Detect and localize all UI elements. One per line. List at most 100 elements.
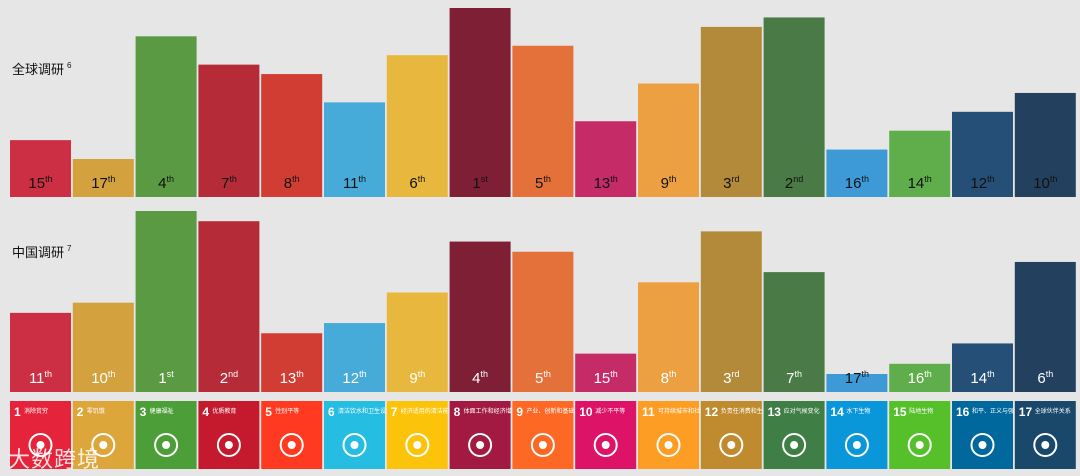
bar-goal-14 xyxy=(826,374,888,392)
sdg-icon-number: 4 xyxy=(202,405,209,419)
china-survey-panel: 中国调研 7 11th 10th 1st 2nd 13th 12th 9th 4th 5th 15t… xyxy=(10,211,1076,392)
china-survey-label: 中国调研 7 xyxy=(12,244,72,260)
bar-goal-11 xyxy=(638,282,699,392)
sdg-pictogram-icon xyxy=(593,433,618,457)
bar-goal-5 xyxy=(261,333,323,392)
rank-label: 17th xyxy=(91,174,115,192)
bar-goal-13 xyxy=(763,17,825,197)
sdg-pictogram-dot xyxy=(978,441,987,449)
rank-label: 15th xyxy=(28,174,52,192)
sdg-pictogram-icon xyxy=(844,433,869,457)
bar-goal-15 xyxy=(889,130,951,197)
rank-label: 14th xyxy=(908,174,932,192)
bar-goal-8 xyxy=(449,8,511,197)
rank-label: 4th xyxy=(472,369,488,387)
rank-label: 9th xyxy=(661,174,677,192)
sdg-icon-number: 2 xyxy=(77,405,84,419)
sdg-pictogram-dot xyxy=(476,441,485,449)
rank-label: 12th xyxy=(342,369,366,387)
sdg-icon-number: 9 xyxy=(516,405,523,419)
sdg-icon-8: 8 体面工作和经济增长 xyxy=(449,401,518,469)
sdg-icon-caption: 陆地生物 xyxy=(909,407,933,415)
sdg-pictogram-icon xyxy=(656,433,681,457)
sdg-icon-13: 13 应对气候变化 xyxy=(763,401,825,469)
sdg-pictogram-icon xyxy=(719,433,744,457)
sdg-icon-11: 11 可持续城市和社区 xyxy=(638,401,706,469)
sdg-icon-5: 5 性别平等 xyxy=(261,401,323,469)
sdg-pictogram-dot xyxy=(162,441,171,449)
sdg-icon-caption: 减少不平等 xyxy=(595,407,625,415)
rank-label: 11th xyxy=(29,369,52,387)
rank-label: 8th xyxy=(661,369,677,387)
rank-label: 5th xyxy=(535,369,551,387)
sdg-icon-14: 14 水下生物 xyxy=(826,401,888,469)
sdg-pictogram-dot xyxy=(915,441,924,449)
sdg-pictogram-icon xyxy=(154,433,179,457)
bar-goal-3 xyxy=(135,36,197,197)
sdg-pictogram-icon xyxy=(970,433,995,457)
bar-goal-13 xyxy=(763,272,825,392)
bar-goal-15 xyxy=(889,363,951,392)
sdg-pictogram-dot xyxy=(852,441,861,449)
rank-label: 1st xyxy=(158,369,174,387)
rank-label: 17th xyxy=(845,369,869,387)
rank-label: 3rd xyxy=(723,369,739,387)
sdg-icon-2: 2 零饥饿 xyxy=(72,401,134,469)
bar-goal-9 xyxy=(512,251,574,392)
bar-goal-16 xyxy=(952,111,1013,197)
sdg-icon-4: 4 优质教育 xyxy=(198,401,260,469)
bar-goal-10 xyxy=(575,353,637,392)
sdg-pictogram-dot xyxy=(727,441,736,449)
sdg-icon-number: 5 xyxy=(265,405,272,419)
rank-label: 8th xyxy=(284,174,300,192)
rank-label: 16th xyxy=(845,174,869,192)
sdg-pictogram-icon xyxy=(405,433,430,457)
rank-label: 5th xyxy=(535,174,551,192)
sdg-icon-number: 15 xyxy=(893,405,907,419)
sdg-icon-number: 6 xyxy=(328,405,335,419)
sdg-icon-caption: 应对气候变化 xyxy=(784,407,820,415)
sdg-pictogram-dot xyxy=(790,441,799,449)
sdg-pictogram-dot xyxy=(413,441,422,449)
sdg-pictogram-dot xyxy=(36,441,45,449)
bar-goal-10 xyxy=(575,121,637,197)
rank-label: 7th xyxy=(221,174,237,192)
sdg-icon-number: 11 xyxy=(642,405,655,419)
sdg-icon-caption: 健康福祉 xyxy=(150,407,174,415)
bar-goal-9 xyxy=(512,45,574,197)
rank-label: 2nd xyxy=(220,369,238,387)
sdg-pictogram-icon xyxy=(907,433,932,457)
bar-goal-12 xyxy=(700,231,762,392)
sdg-icon-9: 9 产业、创新和基础设施 xyxy=(512,401,586,469)
sdg-pictogram-icon xyxy=(530,433,555,457)
global-survey-label: 全球调研 6 xyxy=(12,61,72,77)
bar-goal-16 xyxy=(952,343,1013,392)
sdg-pictogram-icon xyxy=(1033,433,1058,457)
sdg-pictogram-icon xyxy=(91,433,116,457)
rank-label: 16th xyxy=(908,369,932,387)
sdg-pictogram-dot xyxy=(664,441,673,449)
rank-label: 13th xyxy=(594,174,618,192)
rank-label: 14th xyxy=(970,369,994,387)
sdg-icon-caption: 全球伙伴关系 xyxy=(1035,407,1071,415)
rank-label: 6th xyxy=(409,174,425,192)
bar-goal-5 xyxy=(261,74,323,197)
rank-label: 1st xyxy=(472,174,488,192)
sdg-icon-caption: 体面工作和经济增长 xyxy=(464,407,518,415)
rank-label: 13th xyxy=(280,369,304,387)
bar-goal-7 xyxy=(386,55,448,197)
sdg-icon-16: 16 和平、正义与强大机构 xyxy=(952,401,1032,469)
rank-label: 11th xyxy=(343,174,366,192)
sdg-icon-6: 6 清洁饮水和卫生设施 xyxy=(324,401,392,469)
rank-label: 2nd xyxy=(785,174,803,192)
sdg-pictogram-dot xyxy=(224,441,233,449)
bar-goal-1 xyxy=(10,140,71,197)
sdg-pictogram-dot xyxy=(538,441,547,449)
bar-goal-11 xyxy=(638,83,699,197)
bar-goal-17 xyxy=(1014,261,1076,392)
sdg-icon-number: 1 xyxy=(14,405,21,419)
sdg-icon-10: 10 减少不平等 xyxy=(575,401,637,469)
sdg-pictogram-icon xyxy=(782,433,807,457)
sdg-icon-caption: 经济适用的清洁能源 xyxy=(401,407,455,415)
sdg-icon-caption: 优质教育 xyxy=(212,407,236,415)
